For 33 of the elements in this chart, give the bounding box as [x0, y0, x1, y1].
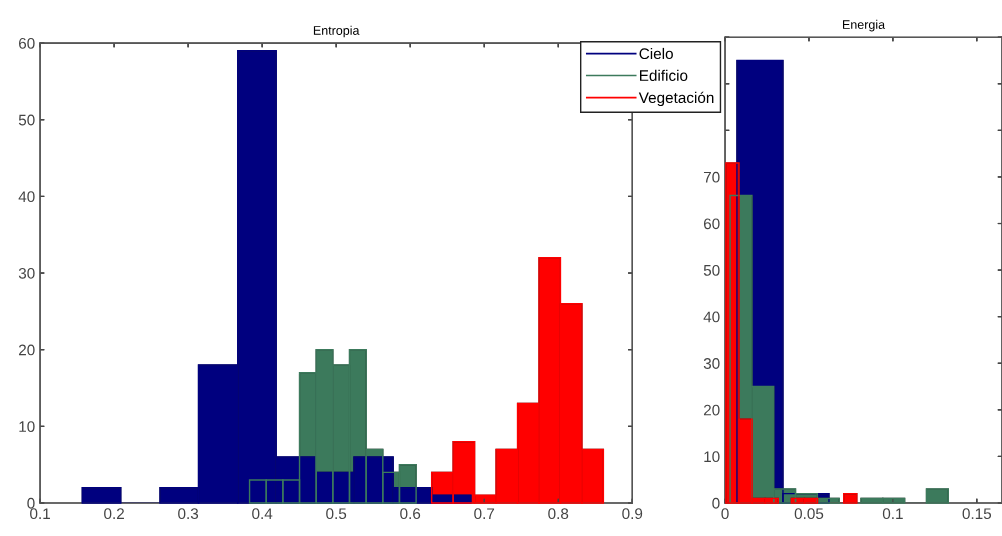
y-tick-label: 50	[703, 264, 720, 276]
x-tick-label: 0.3	[178, 508, 199, 520]
x-tick-label: 0.7	[474, 508, 495, 520]
x-tick-label: 0.9	[622, 508, 643, 520]
legend-label: Cielo	[639, 47, 673, 60]
y-tick-label: 40	[18, 191, 35, 203]
x-tick-label: 0.5	[326, 508, 347, 520]
y-tick-label: 20	[19, 344, 35, 356]
x-tick-label: 0.4	[252, 508, 273, 520]
y-tick-label: 30	[18, 267, 35, 279]
x-tick-label: 0.1	[882, 508, 903, 520]
legend-label: Edificio	[640, 69, 688, 81]
y-tick-label: 60	[19, 37, 35, 49]
y-tick-label: 50	[18, 114, 35, 126]
x-tick-label: 0.1	[30, 508, 50, 520]
chart-title: Energia	[843, 19, 886, 32]
chart-title: Entropia	[313, 25, 360, 38]
y-tick-label: 0	[27, 497, 35, 509]
y-tick-label: 20	[703, 404, 720, 416]
y-tick-label: 0	[712, 497, 720, 509]
x-tick-label: 0.05	[794, 508, 824, 520]
y-tick-label: 40	[703, 311, 720, 323]
x-tick-label: 0.6	[400, 508, 421, 520]
legend-label: Vegetación	[638, 91, 714, 107]
x-tick-label: 0	[721, 508, 729, 520]
y-tick-label: 60	[703, 218, 720, 230]
y-tick-label: 10	[19, 421, 35, 433]
y-tick-label: 70	[703, 171, 720, 183]
x-tick-label: 0.15	[962, 508, 992, 520]
x-tick-label: 0.8	[548, 508, 569, 520]
y-tick-label: 10	[704, 451, 720, 463]
x-tick-label: 0.2	[104, 508, 124, 520]
y-tick-label: 30	[703, 358, 720, 369]
